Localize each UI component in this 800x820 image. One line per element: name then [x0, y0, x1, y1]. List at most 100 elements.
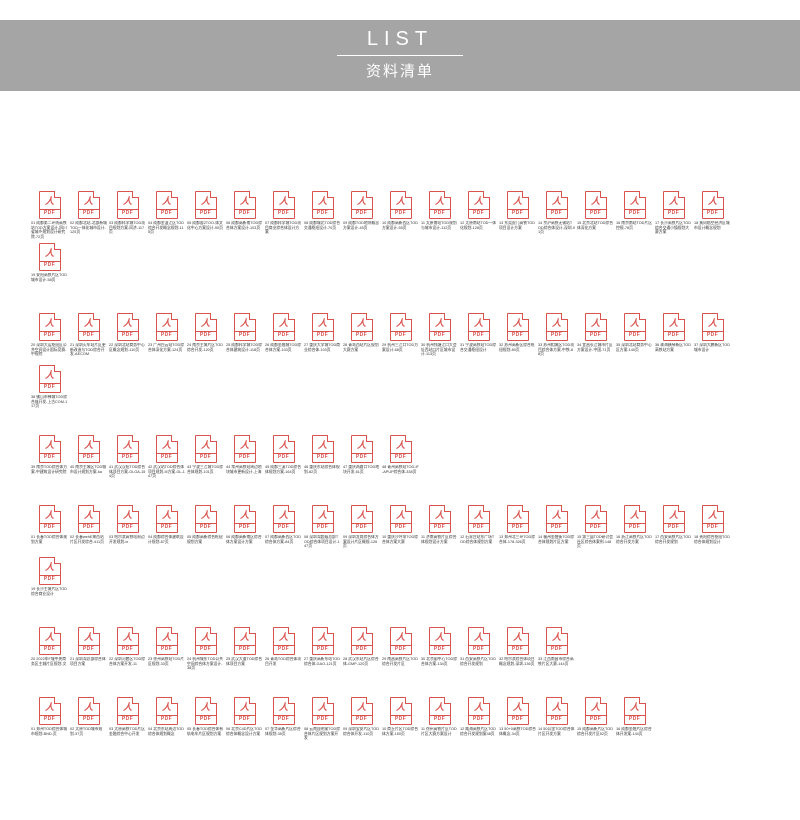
pdf-file-item[interactable]: 人PDF33 江西南昌市综合高铁片区大赛-144页 [537, 627, 576, 675]
pdf-file-item[interactable]: 人PDF08 深圳湾超级总部TOD综合体项目设计-147页 [303, 505, 342, 553]
pdf-file-item[interactable]: 人PDF27 重庆大学城TOD商业综合体-103页 [303, 313, 342, 361]
pdf-file-item[interactable]: 人PDF21 深圳火车站片区更新改造与TOD综合开发-AECOM [69, 313, 108, 361]
pdf-file-item[interactable]: 人PDF08 成都城北TOD综合交通枢纽设计-70页 [303, 191, 342, 239]
pdf-icon-symbol: 人 [391, 508, 411, 521]
pdf-file-item[interactable]: 人PDF25 武汉大道TOD综合体项目方案 [225, 627, 264, 675]
pdf-file-item[interactable]: 人PDF12 威海高铁片区TOD综合开发规划案48页 [459, 697, 498, 745]
pdf-file-item[interactable]: 人PDF23 广州白云站TOD综合体深化方案-124页 [147, 313, 186, 361]
pdf-file-item[interactable]: 人PDF03 哈尔滨高铁站周边开发规划-ix [108, 505, 147, 553]
pdf-file-item[interactable]: 人PDF09 深圳龙岗综合体方案设计片区概规-126页 [342, 505, 381, 553]
pdf-file-item[interactable]: 人PDF30 杭州钱塘江口大会址西站口片区城市设计-113页 [420, 313, 459, 361]
pdf-file-item[interactable]: 人PDF13 东莞虎门高铁TOD项目设计方案 [498, 191, 537, 239]
pdf-file-item[interactable]: 人PDF17 长沙高铁片区TOD综合交通小镇规划大赛方案 [654, 191, 693, 239]
pdf-file-item[interactable]: 人PDF41 武汉汉阳TOD综合体项目方案-OLGA-154页 [108, 435, 147, 483]
pdf-file-item[interactable]: 人PDF16 成都金融片区综合体开发案-144页 [615, 697, 654, 745]
pdf-file-item[interactable]: 人PDF48 青州高铁站TOD-IF-APUP综合体-338页 [381, 435, 420, 483]
pdf-file-item[interactable]: 人PDF02 长春wehE来西站片区开发综合-411页 [69, 505, 108, 553]
pdf-file-item[interactable]: 人PDF32 哈尔滨综合体项目概念规划-深圳-136页 [498, 627, 537, 675]
pdf-file-item[interactable]: 人PDF43 宁波三江城TOD综合体规划-101页 [186, 435, 225, 483]
pdf-file-item[interactable]: 人PDF45 成都三溪TOD综合体规划方案-164页 [264, 435, 303, 483]
pdf-file-item[interactable]: 人PDF10 重庆沙坪坝TOD综合体方案大赛 [381, 505, 420, 553]
pdf-file-item[interactable]: 人PDF06 成都高新南区综合体方案设计方案 [225, 505, 264, 553]
pdf-file-item[interactable]: 人PDF25 成都科学城TOD综合体建筑设计-118页 [225, 313, 264, 361]
pdf-file-item[interactable]: 人PDF02 成都北站-北部新城TOD一体化城市设计-125页 [69, 191, 108, 239]
pdf-file-item[interactable]: 人PDF01 郑州TOD综合体城市规划-BND-页 [30, 697, 69, 745]
pdf-file-item[interactable]: 人PDF07 成都科学城TOD项目商业综合体设计方案 [264, 191, 303, 239]
pdf-file-item[interactable]: 人PDF05 成都蓉2TOO-体文化中心方案设计-90页 [186, 191, 225, 239]
pdf-file-item[interactable]: 人PDF22 深圳河套区TOD综合体方案开发-11 [108, 627, 147, 675]
pdf-file-item[interactable]: 人PDF09 成都TOD地块概念方案设计-45页 [342, 191, 381, 239]
pdf-file-item[interactable]: 人PDF14 京沪高铁无锡站TOD综合体设计-深圳-91页 [537, 191, 576, 239]
pdf-file-item[interactable]: 人PDF06 成都高新南TOD综合体方案设计-103页 [225, 191, 264, 239]
file-name: 20 深圳大运枢纽区公共空间设计国际竞赛-中规院 [30, 343, 69, 361]
pdf-file-item[interactable]: 人PDF11 太原南站TOD规划与城市设计-112页 [420, 191, 459, 239]
pdf-file-item[interactable]: 人PDF33 苏州相城区TOD项目综合体方案-中铁-88页 [537, 313, 576, 361]
pdf-file-item[interactable]: 人PDF03 太原高铁TOD片区金融综合中心开发 [108, 697, 147, 745]
pdf-file-item[interactable]: 人PDF07 金华高新片区综合体规划-35页 [264, 697, 303, 745]
pdf-file-item[interactable]: 人PDF40 南京主城区TOD城市设计规划方案-ka [69, 435, 108, 483]
pdf-file-icon: 人PDF [507, 313, 529, 341]
pdf-file-item[interactable]: 人PDF07 成都高新西区TOD综合体方案-84页 [264, 505, 303, 553]
pdf-file-item[interactable]: 人PDF28 武汉东站片区综合体-GMP-120页 [342, 627, 381, 675]
pdf-file-item[interactable]: 人PDF04 北京东站周边TOD综合体规划概念 [147, 697, 186, 745]
pdf-file-item[interactable]: 人PDF04 成都综合体建筑设计规划-87页 [147, 505, 186, 553]
pdf-file-item[interactable]: 人PDF20 深圳大运枢纽区公共空间设计国际竞赛-中规院 [30, 313, 69, 361]
pdf-file-item[interactable]: 人PDF31 西安高铁片区TOD综合开发规划 [459, 627, 498, 675]
pdf-file-item[interactable]: 人PDF10 商丘片区TOD综合体方案-150页 [381, 697, 420, 745]
pdf-file-item[interactable]: 人PDF30 北京副中心TOD综合体方案-134页 [420, 627, 459, 675]
pdf-file-item[interactable]: 人PDF31 宁波高铁站TOD综合交通枢纽设计 [459, 313, 498, 361]
pdf-file-item[interactable]: 人PDF37 深圳大鹏新区TOD城市设计 [693, 313, 732, 361]
pdf-file-item[interactable]: 人PDF05 成都高新综合枢纽规划方案 [186, 505, 225, 553]
pdf-file-item[interactable]: 人PDF01 成都第二环线高铁站TOD方案设计-四川省城乡规划设计研究院-72页 [30, 191, 69, 239]
pdf-file-item[interactable]: 人PDF28 青岛西站片区规划大赛方案 [342, 313, 381, 361]
pdf-file-item[interactable]: 人PDF18 黄冈临空经济区城市设计概念规划 [693, 191, 732, 239]
pdf-file-item[interactable]: 人PDF34 宜昌长江城市片区方案设计-中国-71页 [576, 313, 615, 361]
pdf-file-item[interactable]: 人PDF16 南京南站TOD片区控规-78页 [615, 191, 654, 239]
pdf-file-item[interactable]: 人PDF22 深圳北站商务中心区概念规划-110页 [108, 313, 147, 361]
pdf-file-item[interactable]: 人PDF14 福州金融街TOD综合体规划片区方案 [537, 505, 576, 553]
pdf-file-item[interactable]: 人PDF13 50+0高铁TOD综合体概念-34页 [498, 697, 537, 745]
pdf-file-item[interactable]: 人PDF39 南京TOD综合体方案-中建筑设计研究院 [30, 435, 69, 483]
pdf-file-item[interactable]: 人PDF09 深圳宝安片区TOD综合体开发-110页 [342, 697, 381, 745]
pdf-file-item[interactable]: 人PDF23 徐州高铁站TOD片区规划-33页 [147, 627, 186, 675]
pdf-file-item[interactable]: 人PDF26 成都金融城TOD综合体方案-103页 [264, 313, 303, 361]
pdf-file-item[interactable]: 人PDF12 太原南站TOD一体化规划-128页 [459, 191, 498, 239]
pdf-file-item[interactable]: 人PDF24 杭州城东TOD公共空间综合体方案设计-38页 [186, 627, 225, 675]
pdf-file-item[interactable]: 人PDF15 北京北站TOD综合体深化方案 [576, 191, 615, 239]
pdf-file-item[interactable]: 人PDF03 成都科学城TOD项目规划方案-同济-117页 [108, 191, 147, 239]
pdf-file-item[interactable]: 人PDF35 深圳北站商务中心区方案-140页 [615, 313, 654, 361]
pdf-file-item[interactable]: 人PDF10 成都高新西区TOD方案设计-55页 [381, 191, 420, 239]
pdf-file-item[interactable]: 人PDF16 浙江高铁片区TOD综合开发方案 [615, 505, 654, 553]
pdf-file-item[interactable]: 人PDF36 珠海横琴新区TOD高铁站方案 [654, 313, 693, 361]
pdf-file-item[interactable]: 人PDF19 长沙主城片区TOD综合商业设计 [30, 557, 69, 605]
pdf-file-item[interactable]: 人PDF08 云南昆明案TOD综合体片区规划方案开发 [303, 697, 342, 745]
pdf-file-item[interactable]: 人PDF05 长春TOD综合体有轨电车片区规划方案 [186, 697, 225, 745]
pdf-file-item[interactable]: 人PDF44 常州高铁站周边地块城市更新设计-上海 [225, 435, 264, 483]
pdf-file-item[interactable]: 人PDF11 济南高铁片区综合体规划设计方案 [420, 505, 459, 553]
pdf-file-item[interactable]: 人PDF18 贵阳综合枢纽TOD综合体规划设计 [693, 505, 732, 553]
pdf-file-item[interactable]: 人PDF15 成都高新片区TOD综合开发片区52页 [576, 697, 615, 745]
pdf-file-item[interactable]: 人PDF24 南京主城片区TOD综合开发-120页 [186, 313, 225, 361]
pdf-file-item[interactable]: 人PDF29 杭州三江口TOD方案设计-68页 [381, 313, 420, 361]
pdf-file-item[interactable]: 人PDF47 重庆两路口TOD地块开发-61页 [342, 435, 381, 483]
pdf-file-item[interactable]: 人PDF15 第三届TOD研讨会社区综合体案例-148页 [576, 505, 615, 553]
pdf-file-item[interactable]: 人PDF14 50公里TOD综合体片区开发方案 [537, 697, 576, 745]
pdf-file-item[interactable]: 人PDF26 青岛TOD综合体项目开发 [264, 627, 303, 675]
pdf-file-item[interactable]: 人PDF21 深圳湾总部综合体项目方案 [69, 627, 108, 675]
pdf-file-item[interactable]: 人PDF12 石家庄站东广场TOD综合体规划方案 [459, 505, 498, 553]
pdf-file-item[interactable]: 人PDF38 佛山市禅城TOD综合体开发-上古COM-117页 [30, 365, 69, 413]
pdf-file-item[interactable]: 人PDF19 安阳高铁片区TOD城市设计-58页 [30, 243, 69, 291]
pdf-file-item[interactable]: 人PDF42 武汉站TOD综合体项目规划-III方案-GL-147页 [147, 435, 186, 483]
pdf-file-item[interactable]: 人PDF02 太原TOD城市规划-37页 [69, 697, 108, 745]
pdf-file-item[interactable]: 人PDF04 成都金温江区TOD综合开发概念规划-115页 [147, 191, 186, 239]
pdf-file-item[interactable]: 人PDF11 徐州高铁片区TOD片区大赛方案设计 [420, 697, 459, 745]
pdf-file-item[interactable]: 人PDF46 重庆东站综合体规划-82页 [303, 435, 342, 483]
pdf-file-item[interactable]: 人PDF06 北京C4D片区TOD综合体概念设计方案 [225, 697, 264, 745]
pdf-file-item[interactable]: 人PDF20 2022年F城中央商务区主城片区规划-文 [30, 627, 69, 675]
pdf-file-item[interactable]: 人PDF01 长春TOD综合体规划方案 [30, 505, 69, 553]
pdf-file-item[interactable]: 人PDF29 南昌高铁片区TOD综合开发片区 [381, 627, 420, 675]
pdf-file-item[interactable]: 人PDF32 苏州高新区综合枢纽规划-80页 [498, 313, 537, 361]
pdf-file-item[interactable]: 人PDF17 西安高铁片区TOD综合开发规划 [654, 505, 693, 553]
pdf-file-item[interactable]: 人PDF13 郑州北三环TOD综合体-178-326页 [498, 505, 537, 553]
pdf-file-item[interactable]: 人PDF27 重庆高新东站TOD综合体-GAO-121页 [303, 627, 342, 675]
